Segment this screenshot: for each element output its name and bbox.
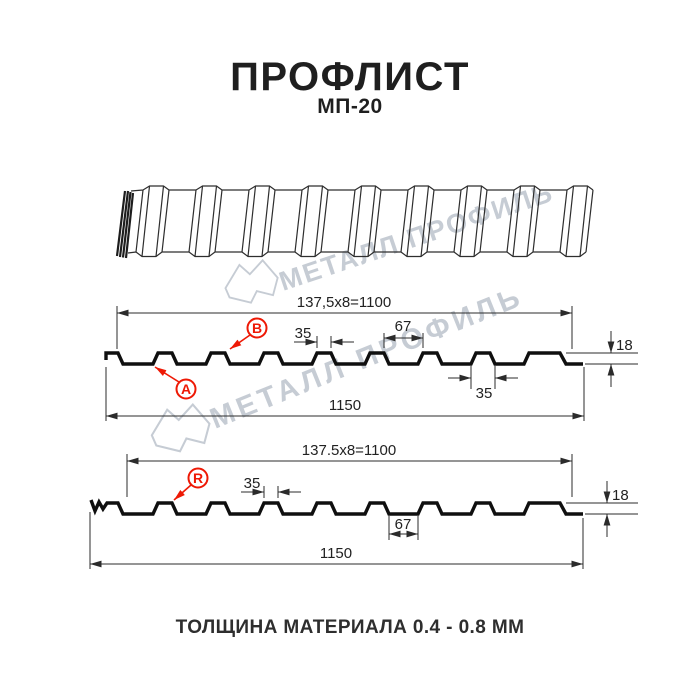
height-label: 18 — [612, 487, 629, 504]
callout-leader — [173, 484, 192, 501]
brand-logo-icon — [224, 258, 279, 304]
model-label: МП-20 — [317, 95, 383, 118]
callout-b-label: B — [252, 320, 262, 336]
sheet-rib-lines — [135, 185, 594, 257]
sheet-cut-edge — [115, 190, 135, 259]
callout-b: B — [229, 317, 268, 350]
callout-a: A — [154, 366, 197, 400]
overall-width-label: 1150 — [329, 397, 361, 414]
crest-width-label: 35 — [244, 475, 261, 492]
material-thickness-note: ТОЛЩИНА МАТЕРИАЛА 0.4 - 0.8 ММ — [175, 617, 525, 638]
height-label: 18 — [616, 337, 633, 354]
pitch-dimension-label: 137.5x8=1100 — [302, 442, 396, 459]
callout-leader — [154, 366, 180, 383]
page-title: ПРОФЛИСТ — [230, 55, 470, 99]
callout-a-label: A — [181, 381, 191, 397]
crest-base-width-label: 35 — [476, 385, 493, 402]
section-view-top: 137,5x8=1100 35 67 35 18 1150 — [104, 294, 638, 421]
brand-logo-icon — [150, 403, 211, 453]
callout-circle — [175, 378, 197, 400]
section-view-bottom: 137.5x8=1100 35 67 18 1150 R — [89, 442, 638, 569]
overall-width-label: 1150 — [320, 545, 352, 562]
callout-circle — [187, 467, 209, 489]
extension-lines — [89, 454, 638, 569]
callout-leader — [229, 334, 251, 350]
valley-width-label: 67 — [395, 318, 412, 335]
callout-circle — [246, 317, 268, 339]
valley-width-label: 67 — [395, 516, 412, 533]
profile-outline — [89, 498, 583, 516]
sheet-3d-view — [115, 185, 594, 259]
profile-outline — [104, 351, 583, 366]
pitch-dimension-label: 137,5x8=1100 — [297, 294, 391, 311]
crest-width-label: 35 — [295, 325, 312, 342]
callout-r-label: R — [193, 470, 203, 486]
callout-r: R — [173, 467, 209, 501]
